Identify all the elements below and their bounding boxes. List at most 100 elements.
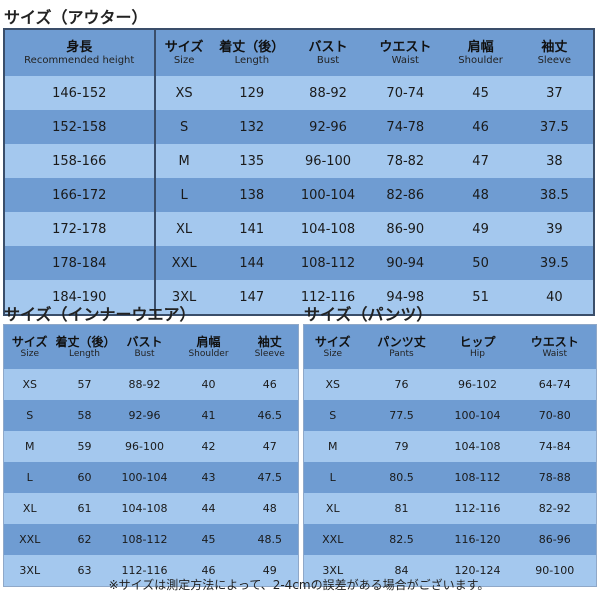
table-cell: 90-100 xyxy=(513,555,597,587)
table-cell: 112-116 xyxy=(290,280,366,315)
table-cell: 58 xyxy=(55,400,114,431)
table-cell: 63 xyxy=(55,555,114,587)
header-jp: ウエスト xyxy=(530,334,579,349)
table-cell: S xyxy=(303,400,362,431)
header-en: Pants xyxy=(389,348,414,359)
table-cell: 37 xyxy=(515,76,594,110)
table-cell: 100-104 xyxy=(441,400,514,431)
table-cell: XL xyxy=(154,212,213,246)
table-cell: 45 xyxy=(175,524,242,555)
table-cell: 78-82 xyxy=(365,144,446,178)
table-row: 172-178 XL 141 104-108 86-90 49 39 xyxy=(4,212,594,246)
table-row: 166-172 L 138 100-104 82-86 48 38.5 xyxy=(4,178,594,212)
outer-size-table: 身長 Recommended height サイズ Size 着丈（後） Length… xyxy=(3,28,595,316)
table-cell: 96-100 xyxy=(113,431,176,462)
outer-header-length: 着丈（後） Length xyxy=(212,29,291,76)
table-cell: 3XL xyxy=(154,280,213,315)
table-row: S 58 92-96 41 46.5 xyxy=(3,400,299,431)
table-row: M 79 104-108 74-84 xyxy=(303,431,597,462)
table-cell: 96-100 xyxy=(290,144,366,178)
table-cell: 48 xyxy=(445,178,516,212)
inner-size-table: サイズ Size 着丈（後） Length バスト Bust 肩幅 Shoulder 袖… xyxy=(3,324,299,587)
table-cell: 43 xyxy=(175,462,242,493)
table-cell: 77.5 xyxy=(361,400,442,431)
inner-header-sleeve: 袖丈 Sleeve xyxy=(241,324,299,369)
table-row: M 59 96-100 42 47 xyxy=(3,431,299,462)
table-row: L 60 100-104 43 47.5 xyxy=(3,462,299,493)
table-cell: 88-92 xyxy=(290,76,366,110)
table-cell: 47 xyxy=(445,144,516,178)
header-jp: 肩幅 xyxy=(196,334,221,349)
table-row: XL 81 112-116 82-92 xyxy=(303,493,597,524)
table-cell: 62 xyxy=(55,524,114,555)
table-cell: 40 xyxy=(175,369,242,400)
table-cell: 92-96 xyxy=(290,110,366,144)
table-row: 146-152 XS 129 88-92 70-74 45 37 xyxy=(4,76,594,110)
table-cell: 104-108 xyxy=(441,431,514,462)
table-cell: 86-96 xyxy=(513,524,597,555)
outer-header-waist: ウエスト Waist xyxy=(365,29,446,76)
header-jp: パンツ丈 xyxy=(377,334,426,349)
header-jp: 袖丈 xyxy=(257,334,282,349)
table-cell: M xyxy=(303,431,362,462)
pants-header-hip: ヒップ Hip xyxy=(441,324,514,369)
table-cell: 104-108 xyxy=(290,212,366,246)
header-jp: サイズ xyxy=(164,39,204,55)
table-cell: 108-112 xyxy=(290,246,366,280)
header-en: Waist xyxy=(542,348,568,359)
table-cell: 60 xyxy=(55,462,114,493)
header-jp: ウエスト xyxy=(379,39,432,55)
table-cell: L xyxy=(154,178,213,212)
table-cell: XXL xyxy=(3,524,56,555)
table-cell: 70-80 xyxy=(513,400,597,431)
table-row: 152-158 S 132 92-96 74-78 46 37.5 xyxy=(4,110,594,144)
table-row: XL 61 104-108 44 48 xyxy=(3,493,299,524)
table-cell: 64-74 xyxy=(513,369,597,400)
table-cell: 38.5 xyxy=(515,178,594,212)
header-en: Recommended height xyxy=(24,54,135,66)
table-row: 3XL 63 112-116 46 49 xyxy=(3,555,299,587)
table-row: 158-166 M 135 96-100 78-82 47 38 xyxy=(4,144,594,178)
table-row: S 77.5 100-104 70-80 xyxy=(303,400,597,431)
table-cell: 49 xyxy=(241,555,299,587)
table-cell: 116-120 xyxy=(441,524,514,555)
outer-header-shoulder: 肩幅 Shoulder xyxy=(445,29,516,76)
table-cell: S xyxy=(154,110,213,144)
table-cell: 141 xyxy=(212,212,291,246)
table-cell: 37.5 xyxy=(515,110,594,144)
table-cell: 46.5 xyxy=(241,400,299,431)
table-cell: 184-190 xyxy=(4,280,156,315)
table-cell: 48 xyxy=(241,493,299,524)
header-jp: サイズ xyxy=(11,334,48,349)
table-cell: 108-112 xyxy=(113,524,176,555)
header-jp: 肩幅 xyxy=(467,39,494,55)
table-cell: 39.5 xyxy=(515,246,594,280)
table-cell: 41 xyxy=(175,400,242,431)
inner-header-shoulder: 肩幅 Shoulder xyxy=(175,324,242,369)
header-en: Bust xyxy=(316,54,340,66)
table-cell: XXL xyxy=(303,524,362,555)
header-en: Size xyxy=(323,348,342,359)
table-cell: 40 xyxy=(515,280,594,315)
table-cell: 100-104 xyxy=(113,462,176,493)
table-cell: 82.5 xyxy=(361,524,442,555)
table-row: XXL 82.5 116-120 86-96 xyxy=(303,524,597,555)
table-cell: 172-178 xyxy=(4,212,156,246)
table-cell: 74-84 xyxy=(513,431,597,462)
outer-header-height: 身長 Recommended height xyxy=(4,29,156,76)
inner-header-size: サイズ Size xyxy=(3,324,56,369)
table-cell: 158-166 xyxy=(4,144,156,178)
table-cell: XS xyxy=(3,369,56,400)
table-cell: 152-158 xyxy=(4,110,156,144)
table-cell: 88-92 xyxy=(113,369,176,400)
table-cell: 166-172 xyxy=(4,178,156,212)
table-cell: 46 xyxy=(175,555,242,587)
table-cell: 39 xyxy=(515,212,594,246)
header-jp: 袖丈 xyxy=(541,39,568,55)
header-jp: 身長 xyxy=(66,39,93,55)
outer-header-row: 身長 Recommended height サイズ Size 着丈（後） Length… xyxy=(4,29,594,76)
table-cell: 86-90 xyxy=(365,212,446,246)
table-cell: 129 xyxy=(212,76,291,110)
table-cell: XL xyxy=(3,493,56,524)
table-cell: 132 xyxy=(212,110,291,144)
